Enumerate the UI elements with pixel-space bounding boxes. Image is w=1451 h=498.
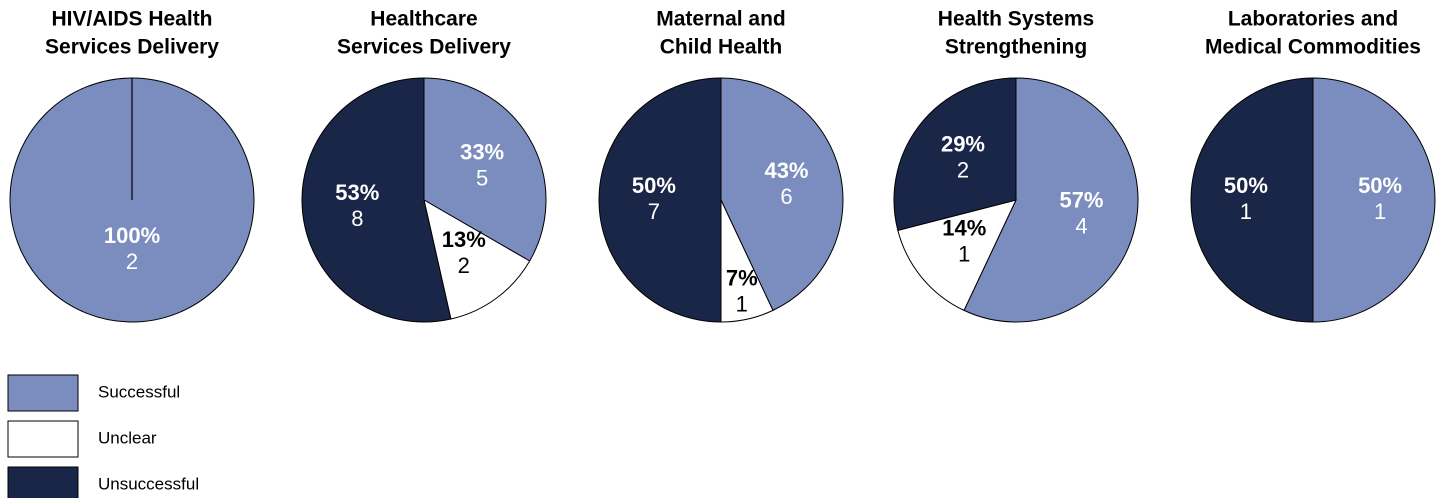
data-label-percent: 33% bbox=[460, 139, 504, 164]
pie-slice bbox=[423, 198, 531, 320]
data-label-percent: 14% bbox=[942, 216, 986, 241]
pie-slice bbox=[897, 199, 1017, 312]
chart-title: Child Health bbox=[660, 36, 783, 59]
data-label-count: 7 bbox=[648, 199, 660, 224]
chart-title: Healthcare bbox=[370, 8, 477, 31]
data-label-count: 1 bbox=[958, 242, 970, 267]
chart-title: Laboratories and bbox=[1228, 8, 1398, 31]
legend-label: Unsuccessful bbox=[98, 474, 199, 493]
data-label-percent: 50% bbox=[632, 173, 676, 198]
chart-title: Maternal and bbox=[656, 8, 786, 31]
data-label-percent: 50% bbox=[1358, 173, 1402, 198]
legend-swatch bbox=[7, 420, 79, 458]
legend-swatch bbox=[7, 466, 79, 498]
data-label-percent: 53% bbox=[335, 180, 379, 205]
data-label-percent: 7% bbox=[726, 266, 758, 291]
data-label-percent: 13% bbox=[442, 227, 486, 252]
chart-title: Services Delivery bbox=[337, 36, 511, 59]
legend-label: Unclear bbox=[98, 428, 157, 447]
data-label-count: 1 bbox=[736, 292, 748, 317]
data-label-count: 2 bbox=[126, 249, 138, 274]
pie-slice bbox=[1190, 77, 1314, 323]
legend-swatch bbox=[7, 374, 79, 412]
data-label-count: 2 bbox=[957, 158, 969, 183]
chart-title: Strengthening bbox=[945, 36, 1087, 59]
data-label-count: 5 bbox=[476, 165, 488, 190]
data-label-count: 6 bbox=[780, 184, 792, 209]
data-label-count: 1 bbox=[1240, 199, 1252, 224]
data-label-count: 2 bbox=[458, 253, 470, 278]
data-label-count: 8 bbox=[351, 206, 363, 231]
pie-slice bbox=[301, 77, 452, 323]
chart-title: Medical Commodities bbox=[1205, 36, 1421, 59]
chart-title: Health Systems bbox=[938, 8, 1094, 31]
pie-slice bbox=[720, 77, 844, 312]
pie-slice bbox=[1312, 77, 1436, 323]
data-label-percent: 57% bbox=[1059, 187, 1103, 212]
data-label-count: 4 bbox=[1075, 213, 1087, 238]
chart-title: Services Delivery bbox=[45, 36, 219, 59]
chart-title: HIV/AIDS Health bbox=[51, 8, 212, 31]
pie-slice bbox=[598, 77, 722, 323]
pie-slice bbox=[893, 77, 1017, 231]
pie-slice bbox=[963, 77, 1139, 323]
data-label-count: 1 bbox=[1374, 199, 1386, 224]
data-label-percent: 43% bbox=[764, 158, 808, 183]
data-label-percent: 29% bbox=[941, 132, 985, 157]
legend-label: Successful bbox=[98, 382, 180, 401]
data-label-percent: 100% bbox=[104, 223, 160, 248]
data-label-percent: 50% bbox=[1224, 173, 1268, 198]
pie-slice bbox=[423, 77, 547, 262]
